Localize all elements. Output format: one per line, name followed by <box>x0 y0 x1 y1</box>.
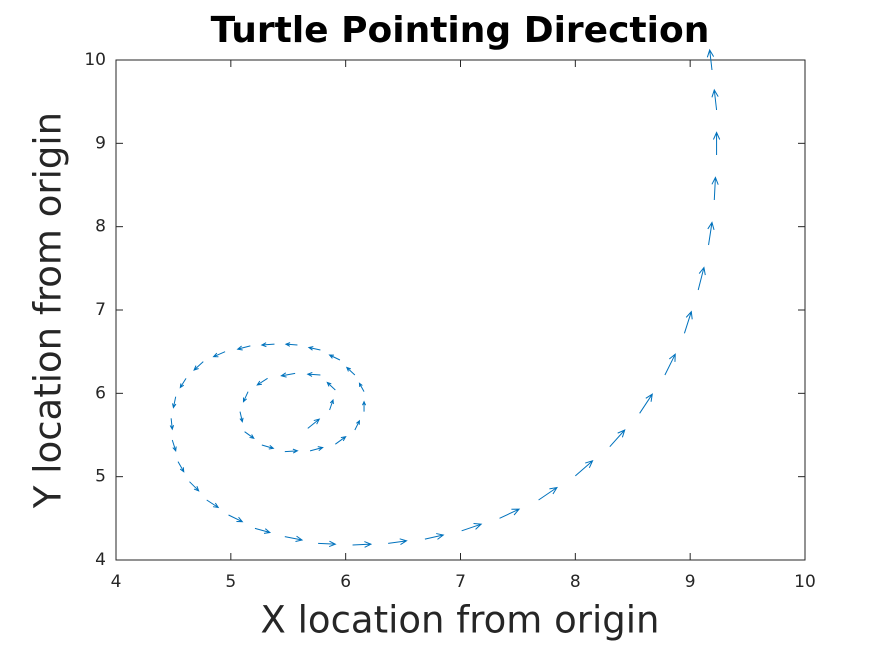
arrow <box>307 346 321 351</box>
x-axis-label: X location from origin <box>261 599 660 642</box>
arrow <box>461 522 483 532</box>
y-axis-label: Y location from origin <box>27 112 70 509</box>
arrow <box>358 382 365 392</box>
x-tick-label: 8 <box>570 572 581 592</box>
x-tick-label: 7 <box>455 572 466 592</box>
arrow <box>212 351 226 358</box>
arrow <box>280 372 296 378</box>
arrow <box>306 372 321 377</box>
arrow <box>179 378 187 389</box>
arrow <box>697 266 706 291</box>
arrow <box>172 396 177 409</box>
x-tick-label: 10 <box>794 572 816 592</box>
arrow <box>711 88 719 111</box>
arrow <box>639 393 653 414</box>
arrow <box>683 310 693 334</box>
arrow <box>284 342 298 347</box>
arrow <box>309 446 324 452</box>
y-tick-label: 9 <box>95 133 106 153</box>
y-tick-label: 4 <box>95 550 106 570</box>
arrow <box>256 377 268 386</box>
arrow <box>345 366 356 376</box>
arrow <box>239 411 244 423</box>
chart-title: Turtle Pointing Direction <box>211 10 710 51</box>
y-tick-label: 7 <box>95 300 106 320</box>
arrow <box>712 131 721 155</box>
plot-frame <box>115 59 806 561</box>
arrow <box>609 429 626 448</box>
arrow <box>318 540 337 548</box>
y-tick-label: 8 <box>95 217 106 237</box>
arrow <box>329 398 334 411</box>
y-tick-label: 10 <box>84 50 106 70</box>
arrow <box>284 535 304 543</box>
arrow <box>260 342 275 348</box>
y-tick-label: 5 <box>95 467 106 487</box>
arrow <box>362 400 367 412</box>
arrow <box>228 514 244 523</box>
x-tick-label: 6 <box>340 572 351 592</box>
arrow <box>388 538 408 546</box>
arrow <box>189 481 200 492</box>
arrow <box>706 48 715 71</box>
arrow <box>352 541 373 548</box>
arrow <box>335 435 347 445</box>
arrow <box>171 439 177 452</box>
arrow <box>284 448 299 454</box>
arrow <box>328 354 341 361</box>
arrow <box>499 508 521 519</box>
arrow <box>354 419 360 431</box>
y-tick-label: 6 <box>95 383 106 403</box>
arrow <box>326 381 336 391</box>
arrow <box>261 444 275 450</box>
x-tick-label: 4 <box>111 572 122 592</box>
arrow <box>538 486 558 501</box>
arrow <box>664 353 676 376</box>
arrow <box>254 527 272 534</box>
arrow <box>424 533 445 540</box>
arrow <box>169 418 175 431</box>
arrow <box>177 461 185 473</box>
arrow <box>575 460 594 477</box>
x-tick-label: 9 <box>685 572 696 592</box>
arrow <box>711 176 719 201</box>
arrow <box>193 361 204 371</box>
arrow <box>206 499 220 509</box>
arrow <box>307 418 321 429</box>
arrow <box>707 221 715 246</box>
arrow <box>242 391 249 403</box>
arrow <box>244 431 255 440</box>
arrow <box>236 345 251 351</box>
x-tick-label: 5 <box>225 572 236 592</box>
